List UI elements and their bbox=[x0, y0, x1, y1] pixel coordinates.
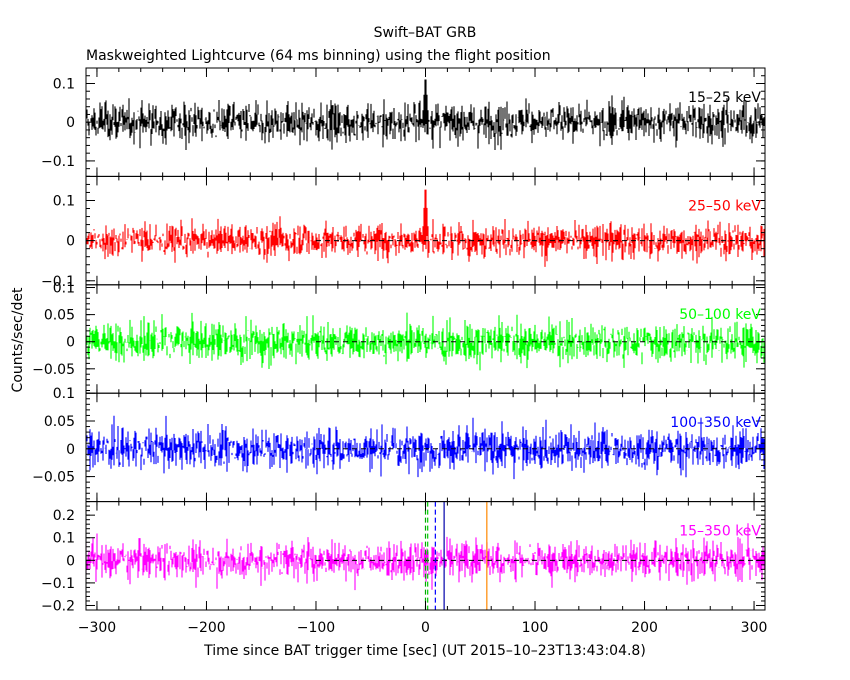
y-tick-label: 0.2 bbox=[53, 508, 75, 524]
series-line-2 bbox=[86, 189, 765, 267]
panel-1: 0.1 0 −0.1 15–25 keV bbox=[41, 67, 766, 177]
chart-title: Swift–BAT GRB bbox=[374, 25, 477, 41]
y-tick-label: 0.1 bbox=[53, 76, 75, 92]
x-tick-label: 0 bbox=[421, 620, 430, 636]
y-tick-label: 0.1 bbox=[53, 193, 75, 209]
panel-label-1: 15–25 keV bbox=[688, 90, 761, 106]
panel-label-2: 25–50 keV bbox=[688, 198, 761, 214]
y-tick-label: 0.05 bbox=[44, 414, 75, 430]
series-line-3 bbox=[86, 312, 765, 371]
y-tick-label: 0.05 bbox=[44, 308, 75, 324]
y-tick-label: −0.1 bbox=[41, 154, 75, 170]
x-tick-label: −100 bbox=[297, 620, 335, 636]
y-tick-label: 0 bbox=[66, 335, 75, 351]
chart-subtitle: Maskweighted Lightcurve (64 ms binning) … bbox=[86, 48, 551, 64]
y-tick-label: 0.1 bbox=[53, 386, 75, 402]
y-tick-label: 0.1 bbox=[53, 531, 75, 547]
series-line-1 bbox=[86, 79, 765, 150]
panel-5: 0.2 0.1 0 −0.1 −0.2 15–350 keV bbox=[41, 501, 766, 614]
x-tick-label: −300 bbox=[78, 620, 116, 636]
panel-3: 0.1 0.05 0 −0.05 50–100 keV bbox=[32, 281, 766, 394]
y-tick-label: −0.1 bbox=[41, 274, 75, 290]
x-axis: −300 −200 −100 0 100 200 300 bbox=[78, 620, 768, 636]
series-line-4 bbox=[86, 415, 765, 480]
y-tick-label: 0 bbox=[66, 553, 75, 569]
series-line-5 bbox=[86, 523, 765, 591]
y-tick-label: 0.1 bbox=[53, 281, 75, 297]
x-tick-label: 200 bbox=[631, 620, 658, 636]
panel-label-4: 100–350 keV bbox=[670, 415, 761, 431]
panel-2: 0.1 0 −0.1 25–50 keV bbox=[41, 175, 766, 290]
panel-label-3: 50–100 keV bbox=[679, 307, 761, 323]
x-tick-label: 100 bbox=[522, 620, 549, 636]
panels-group: 0.1 0 −0.1 15–25 keV 0.1 0 −0.1 25–50 keV 0.1 0.0… bbox=[32, 67, 766, 614]
y-tick-label: −0.1 bbox=[41, 576, 75, 592]
y-tick-label: −0.05 bbox=[32, 470, 75, 486]
x-axis-label: Time since BAT trigger time [sec] (UT 20… bbox=[203, 643, 646, 659]
y-tick-label: 0 bbox=[66, 442, 75, 458]
panel-4: 0.1 0.05 0 −0.05 100–350 keV bbox=[32, 386, 766, 503]
y-tick-label: −0.05 bbox=[32, 362, 75, 378]
y-tick-label: 0 bbox=[66, 115, 75, 131]
y-tick-label: −0.2 bbox=[41, 598, 75, 614]
y-tick-label: 0 bbox=[66, 234, 75, 250]
panel-label-5: 15–350 keV bbox=[679, 524, 761, 540]
x-tick-label: −200 bbox=[187, 620, 225, 636]
x-tick-label: 300 bbox=[741, 620, 768, 636]
y-axis-label: Counts/sec/det bbox=[10, 287, 26, 392]
